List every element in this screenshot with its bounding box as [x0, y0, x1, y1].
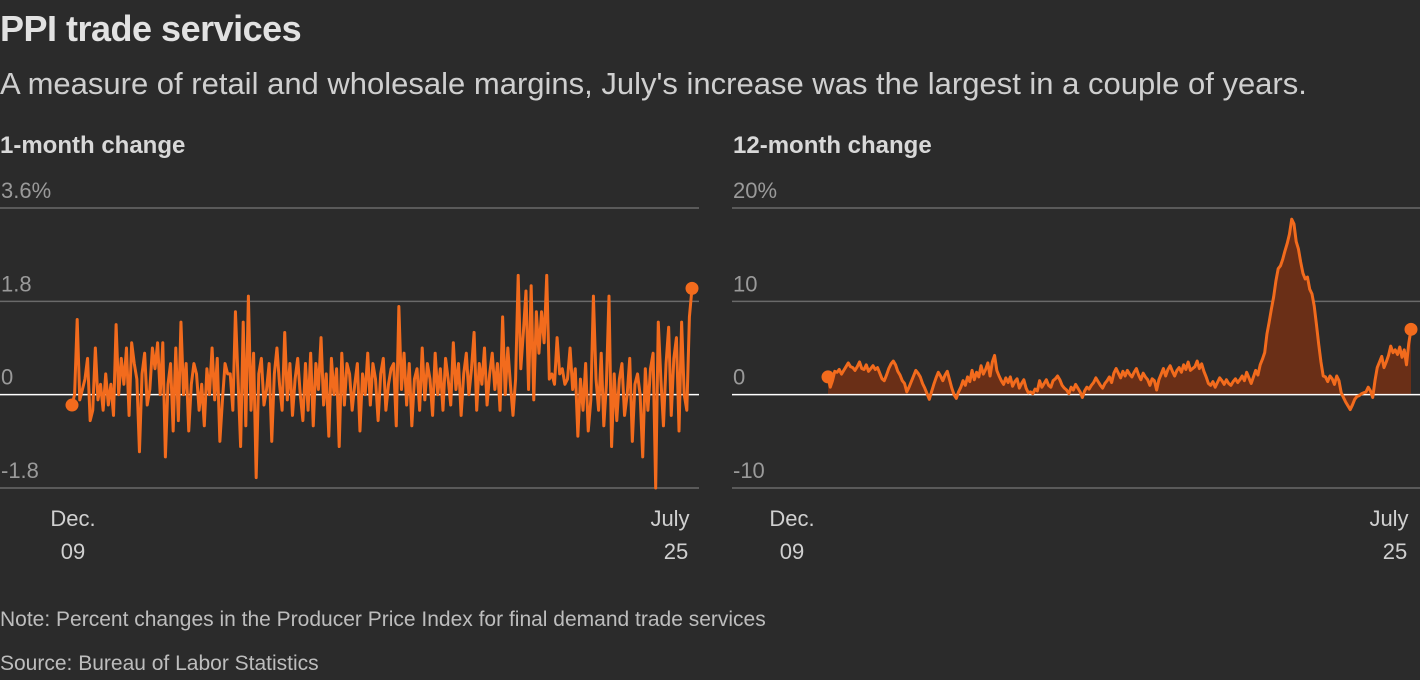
- y-tick-label: 0: [1, 365, 13, 390]
- left-panel-title: 1-month change: [0, 132, 186, 159]
- y-tick-label: 3.6%: [1, 178, 51, 203]
- start-point-marker: [65, 398, 79, 412]
- chart-subtitle: A measure of retail and wholesale margin…: [0, 66, 1307, 101]
- y-tick-label: 0: [733, 365, 745, 390]
- source-line: Source: Bureau of Labor Statistics: [0, 652, 319, 675]
- x-tick-year: 09: [61, 539, 85, 564]
- one-month-change-chart: 3.6% 1.8 0 -1.8 Dec. 09 July 25: [0, 178, 699, 564]
- series-area: [828, 219, 1411, 410]
- end-point-marker: [685, 281, 699, 295]
- footnote: Note: Percent changes in the Producer Pr…: [0, 608, 766, 631]
- y-tick-label: 1.8: [1, 271, 32, 296]
- x-tick-year: 25: [1383, 539, 1407, 564]
- y-tick-label: 10: [733, 271, 757, 296]
- x-tick-year: 25: [664, 539, 688, 564]
- y-tick-label: 20%: [733, 178, 777, 203]
- right-panel-title: 12-month change: [733, 132, 932, 159]
- chart-title: PPI trade services: [0, 8, 302, 49]
- x-tick-month: July: [650, 506, 689, 531]
- start-point-marker: [821, 370, 835, 384]
- x-tick-month: Dec.: [769, 506, 814, 531]
- x-tick-month: Dec.: [50, 506, 95, 531]
- x-tick-month: July: [1369, 506, 1408, 531]
- end-point-marker: [1404, 322, 1418, 336]
- series-line: [826, 217, 1413, 412]
- series-line: [70, 273, 694, 490]
- y-tick-label: -1.8: [1, 458, 39, 483]
- x-tick-year: 09: [780, 539, 804, 564]
- y-tick-label: -10: [733, 458, 765, 483]
